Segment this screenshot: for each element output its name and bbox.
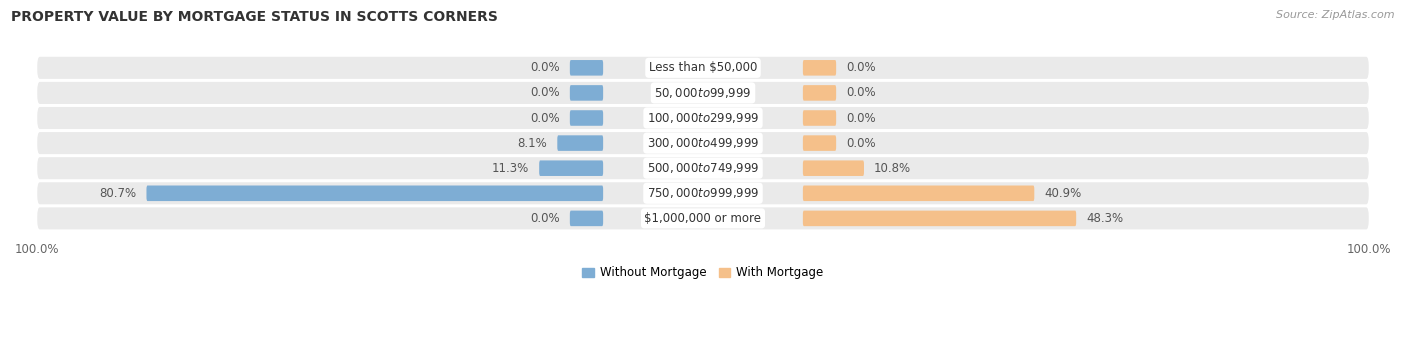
FancyBboxPatch shape	[569, 210, 603, 226]
Text: Less than $50,000: Less than $50,000	[648, 61, 758, 74]
FancyBboxPatch shape	[803, 210, 1076, 226]
Text: $100,000 to $299,999: $100,000 to $299,999	[647, 111, 759, 125]
Text: $300,000 to $499,999: $300,000 to $499,999	[647, 136, 759, 150]
FancyBboxPatch shape	[569, 110, 603, 126]
Text: $1,000,000 or more: $1,000,000 or more	[644, 212, 762, 225]
FancyBboxPatch shape	[37, 157, 1369, 179]
Text: $750,000 to $999,999: $750,000 to $999,999	[647, 186, 759, 200]
FancyBboxPatch shape	[803, 186, 1035, 201]
Text: 0.0%: 0.0%	[530, 86, 560, 99]
Text: 0.0%: 0.0%	[846, 137, 876, 150]
Text: 0.0%: 0.0%	[846, 112, 876, 124]
FancyBboxPatch shape	[37, 82, 1369, 104]
FancyBboxPatch shape	[803, 135, 837, 151]
Text: 40.9%: 40.9%	[1045, 187, 1081, 200]
Text: 48.3%: 48.3%	[1087, 212, 1123, 225]
FancyBboxPatch shape	[37, 182, 1369, 204]
Text: Source: ZipAtlas.com: Source: ZipAtlas.com	[1277, 10, 1395, 20]
Text: 8.1%: 8.1%	[517, 137, 547, 150]
FancyBboxPatch shape	[803, 60, 837, 75]
FancyBboxPatch shape	[146, 186, 603, 201]
Legend: Without Mortgage, With Mortgage: Without Mortgage, With Mortgage	[578, 261, 828, 284]
Text: $500,000 to $749,999: $500,000 to $749,999	[647, 161, 759, 175]
Text: 0.0%: 0.0%	[846, 86, 876, 99]
Text: PROPERTY VALUE BY MORTGAGE STATUS IN SCOTTS CORNERS: PROPERTY VALUE BY MORTGAGE STATUS IN SCO…	[11, 10, 498, 24]
Text: $50,000 to $99,999: $50,000 to $99,999	[654, 86, 752, 100]
FancyBboxPatch shape	[538, 160, 603, 176]
Text: 11.3%: 11.3%	[492, 162, 529, 175]
FancyBboxPatch shape	[557, 135, 603, 151]
Text: 0.0%: 0.0%	[530, 112, 560, 124]
FancyBboxPatch shape	[569, 85, 603, 101]
Text: 0.0%: 0.0%	[846, 61, 876, 74]
FancyBboxPatch shape	[803, 110, 837, 126]
Text: 0.0%: 0.0%	[530, 61, 560, 74]
Text: 80.7%: 80.7%	[100, 187, 136, 200]
Text: 10.8%: 10.8%	[875, 162, 911, 175]
FancyBboxPatch shape	[37, 207, 1369, 230]
FancyBboxPatch shape	[803, 85, 837, 101]
FancyBboxPatch shape	[37, 132, 1369, 154]
FancyBboxPatch shape	[37, 107, 1369, 129]
FancyBboxPatch shape	[569, 60, 603, 75]
Text: 0.0%: 0.0%	[530, 212, 560, 225]
FancyBboxPatch shape	[803, 160, 863, 176]
FancyBboxPatch shape	[37, 57, 1369, 79]
